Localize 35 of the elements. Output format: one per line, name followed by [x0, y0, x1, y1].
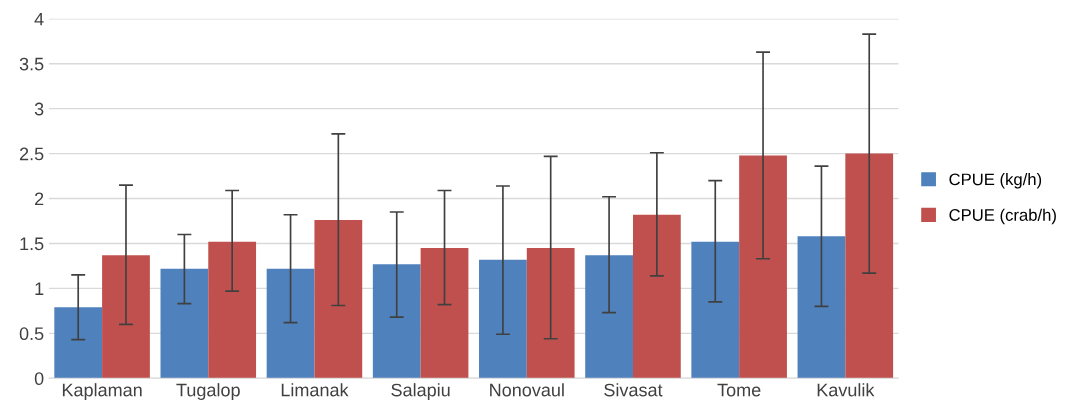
legend-label: CPUE (crab/h) [949, 208, 1056, 225]
bar [845, 153, 894, 379]
y-tick-label: 0 [34, 372, 44, 386]
legend-label: CPUE (kg/h) [949, 173, 1042, 189]
bar [479, 259, 527, 379]
bar [585, 255, 633, 379]
bar [54, 307, 103, 379]
x-tick-label: Kaplaman [62, 383, 142, 400]
y-tick-label: 3.5 [19, 57, 44, 71]
y-tick-label: 4 [34, 12, 44, 26]
bar [526, 247, 575, 379]
x-tick-label: Salapiu [391, 383, 450, 400]
bar [372, 264, 421, 379]
y-tick-label: 3 [34, 102, 44, 116]
bar [739, 155, 787, 379]
bar [266, 268, 315, 379]
y-tick-label: 0.5 [19, 327, 44, 341]
x-tick-label: Tugalop [176, 383, 240, 400]
x-tick-label: Nonovaul [490, 383, 564, 397]
x-tick-label: Sivasat [604, 383, 663, 397]
bar [160, 268, 209, 379]
y-tick-label: 1.5 [20, 237, 44, 251]
x-tick-label: Kavulik [817, 383, 875, 397]
bar [314, 220, 363, 379]
bar [632, 214, 681, 379]
y-tick-label: 2 [35, 192, 44, 206]
bar [797, 236, 846, 379]
bar [691, 241, 740, 379]
y-tick-label: 1 [35, 282, 44, 295]
bar [208, 241, 257, 379]
x-tick-label: Tome [717, 383, 761, 397]
bar [420, 247, 469, 379]
x-tick-label: Limanak [281, 383, 349, 397]
bar [102, 255, 150, 379]
y-tick-label: 2.5 [19, 147, 44, 161]
